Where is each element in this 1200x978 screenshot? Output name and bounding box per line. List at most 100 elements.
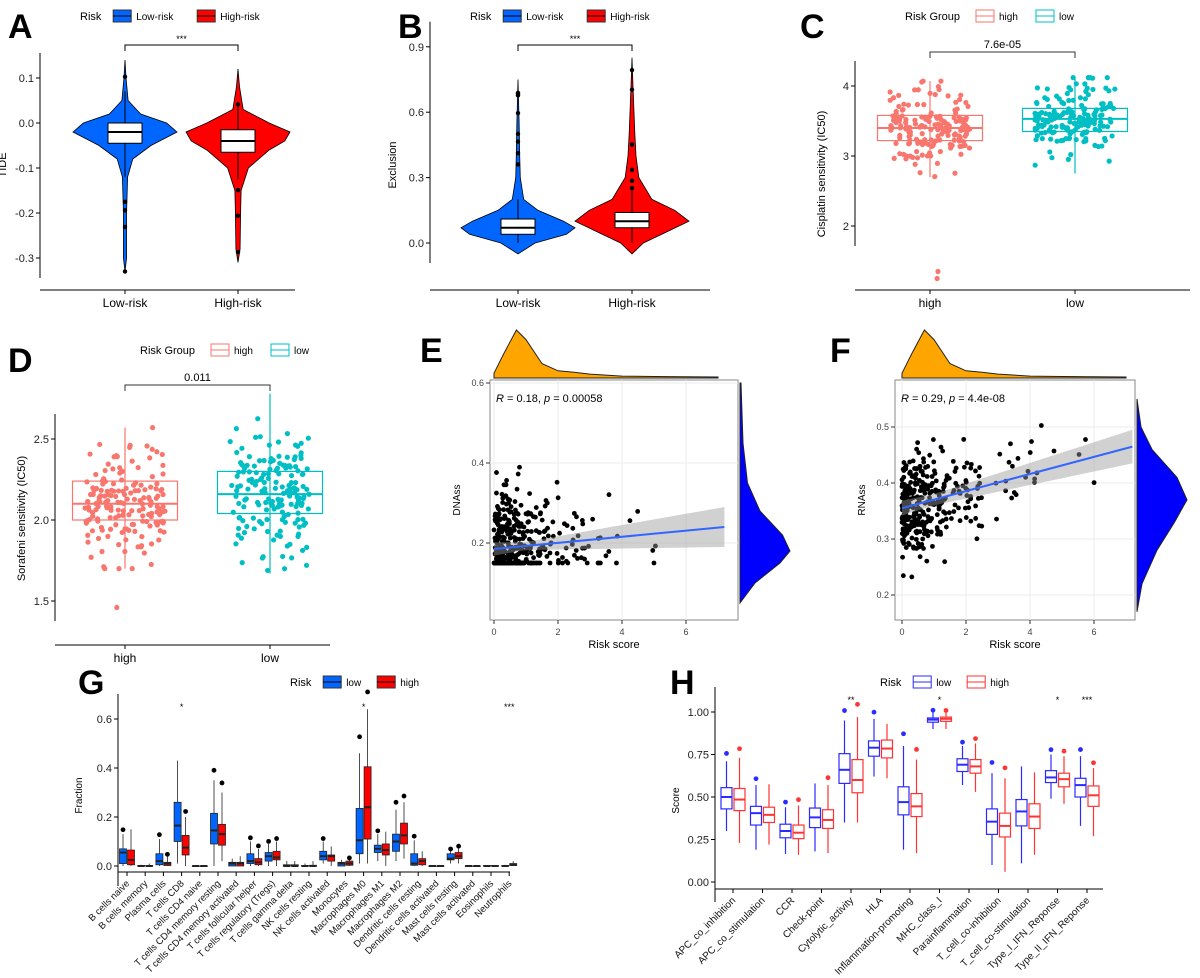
data-point bbox=[250, 515, 256, 521]
data-point bbox=[85, 532, 91, 538]
data-point bbox=[921, 102, 927, 108]
outlier-point bbox=[737, 746, 742, 752]
outlier-point bbox=[935, 268, 941, 275]
x-tick-label: 6 bbox=[683, 627, 688, 637]
data-point bbox=[595, 560, 601, 566]
data-point bbox=[901, 101, 907, 107]
data-point bbox=[964, 460, 970, 466]
box-low bbox=[1015, 766, 1028, 864]
data-point bbox=[952, 469, 958, 474]
data-point bbox=[536, 529, 542, 535]
data-point bbox=[539, 517, 545, 523]
data-point bbox=[1038, 423, 1044, 428]
data-point bbox=[1081, 139, 1087, 145]
outlier-point bbox=[515, 162, 521, 167]
data-point bbox=[921, 512, 927, 517]
outlier-point bbox=[796, 797, 801, 803]
data-point bbox=[99, 548, 105, 555]
data-point bbox=[574, 514, 579, 520]
data-point bbox=[306, 491, 312, 497]
data-point bbox=[906, 542, 912, 547]
data-point bbox=[160, 491, 166, 498]
data-point bbox=[295, 468, 301, 474]
data-point bbox=[890, 113, 896, 119]
data-point bbox=[1064, 90, 1070, 97]
data-point bbox=[547, 560, 553, 566]
data-point bbox=[102, 478, 109, 485]
box bbox=[246, 853, 255, 864]
data-point bbox=[943, 524, 949, 530]
data-point bbox=[1110, 105, 1117, 111]
data-point bbox=[932, 174, 938, 180]
data-point bbox=[560, 555, 565, 560]
data-point bbox=[501, 539, 507, 544]
data-point bbox=[233, 541, 239, 547]
panel-letter: B bbox=[398, 8, 423, 46]
data-point bbox=[98, 487, 104, 493]
data-point bbox=[505, 507, 511, 513]
data-point bbox=[961, 436, 967, 442]
x-tick-label: high bbox=[114, 651, 137, 665]
y-tick-label: 0.6 bbox=[97, 714, 112, 726]
outlier-point bbox=[629, 87, 635, 92]
data-point bbox=[275, 439, 282, 445]
legend-title: Risk bbox=[80, 11, 102, 23]
data-point bbox=[245, 486, 251, 492]
data-point bbox=[288, 501, 294, 507]
data-point bbox=[299, 547, 306, 554]
data-point bbox=[251, 526, 257, 532]
data-point bbox=[962, 505, 968, 511]
data-point bbox=[936, 506, 942, 512]
data-point bbox=[105, 492, 112, 498]
box bbox=[851, 758, 864, 794]
y-tick-label: 0.0 bbox=[97, 861, 112, 873]
outlier-point bbox=[930, 707, 936, 713]
data-point bbox=[914, 446, 920, 452]
data-point bbox=[937, 148, 943, 155]
data-point bbox=[243, 496, 249, 502]
data-point bbox=[925, 141, 932, 147]
data-point bbox=[975, 496, 981, 501]
y-tick-label: 3 bbox=[843, 151, 849, 163]
data-point bbox=[265, 475, 271, 482]
data-point bbox=[920, 536, 926, 542]
y-tick-label: 0.75 bbox=[688, 750, 709, 762]
data-point bbox=[517, 536, 522, 542]
panel-letter: F bbox=[830, 332, 851, 370]
data-point bbox=[99, 527, 105, 533]
box-High-risk bbox=[220, 105, 256, 180]
data-point bbox=[924, 153, 931, 159]
data-point bbox=[267, 459, 274, 465]
data-point bbox=[131, 496, 138, 502]
data-point bbox=[138, 482, 144, 488]
data-point bbox=[238, 535, 245, 541]
data-point bbox=[305, 435, 311, 441]
box-high bbox=[509, 861, 518, 866]
y-tick-label: 0.2 bbox=[97, 812, 112, 824]
data-point bbox=[263, 499, 269, 506]
data-point bbox=[494, 490, 499, 496]
y-axis-label: Exclusion bbox=[387, 141, 399, 188]
data-point bbox=[897, 151, 903, 157]
data-point bbox=[1073, 81, 1079, 87]
data-point bbox=[1039, 136, 1045, 142]
data-point bbox=[148, 561, 154, 568]
data-point bbox=[528, 529, 534, 534]
data-point bbox=[961, 464, 967, 470]
data-point bbox=[963, 117, 969, 123]
data-point bbox=[893, 140, 899, 146]
data-point bbox=[253, 434, 259, 440]
data-point bbox=[956, 114, 962, 120]
data-point bbox=[130, 521, 137, 528]
data-point bbox=[1077, 95, 1084, 101]
data-point bbox=[518, 502, 524, 508]
x-tick-label: 2 bbox=[963, 627, 968, 637]
data-point bbox=[1099, 112, 1105, 118]
y-tick-label: 2.5 bbox=[34, 434, 49, 446]
data-point bbox=[1106, 158, 1112, 164]
data-point bbox=[550, 533, 556, 539]
data-point bbox=[103, 503, 110, 509]
data-point bbox=[921, 459, 927, 465]
data-point bbox=[1104, 124, 1111, 130]
box bbox=[392, 833, 400, 852]
